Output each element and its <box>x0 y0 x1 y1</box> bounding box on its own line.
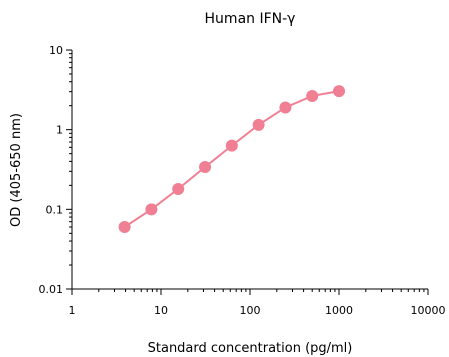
data-point <box>252 118 265 131</box>
series-line <box>124 90 340 228</box>
data-point <box>333 85 345 98</box>
x-tick-label: 1 <box>69 304 76 317</box>
y-axis-ticks: 0.01 0.1 1 10 <box>39 44 72 296</box>
y-tick-label: 0.01 <box>39 283 64 296</box>
x-tick-label: 10000 <box>411 304 446 317</box>
x-axis-label: Standard concentration (pg/ml) <box>148 341 353 356</box>
data-series <box>118 85 345 234</box>
data-point <box>172 182 185 195</box>
y-tick-label: 0.1 <box>46 203 64 216</box>
x-tick-label: 100 <box>240 304 261 317</box>
x-tick-label: 1000 <box>325 304 353 317</box>
x-tick-label: 10 <box>154 304 168 317</box>
chart-title: Human IFN-γ <box>205 11 296 27</box>
data-point <box>279 101 292 114</box>
data-point <box>145 203 158 216</box>
y-tick-label: 1 <box>56 124 63 137</box>
data-point <box>118 221 131 234</box>
x-axis-ticks: 1 10 100 1000 10000 <box>69 289 446 317</box>
y-tick-label: 10 <box>49 44 63 57</box>
data-point <box>199 160 212 173</box>
y-axis-label: OD (405-650 nm) <box>9 113 24 227</box>
data-point <box>225 139 238 152</box>
data-point <box>306 89 319 102</box>
